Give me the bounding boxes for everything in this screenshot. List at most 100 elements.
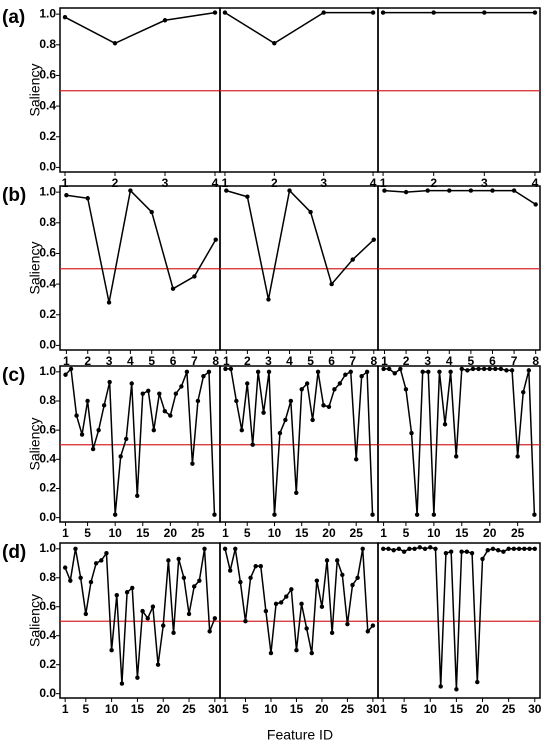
x-tick-label: 5 [403, 526, 410, 540]
saliency-point [504, 368, 509, 373]
saliency-point [319, 604, 325, 609]
saliency-point [428, 545, 433, 550]
panel-frame [377, 185, 541, 351]
x-tick-label: 20 [157, 702, 171, 716]
saliency-point [309, 650, 314, 656]
saliency-point [272, 41, 277, 46]
saliency-point [414, 512, 420, 517]
panel-frame [59, 7, 221, 173]
saliency-point [412, 546, 417, 551]
saliency-point [403, 189, 409, 195]
x-tick-label: 6 [489, 354, 496, 368]
y-tick-label: 0.2 [39, 307, 56, 321]
saliency-point [207, 629, 212, 634]
y-tick-label: 0.8 [39, 393, 56, 407]
saliency-point [337, 381, 343, 386]
x-tick-label: 6 [328, 354, 335, 368]
panel-frame [219, 185, 379, 351]
saliency-point [197, 578, 202, 583]
panel-frame [377, 542, 541, 699]
x-tick-label: 8 [212, 354, 219, 368]
saliency-point [234, 398, 239, 404]
saliency-point [88, 579, 94, 585]
x-tick-label: 1 [222, 702, 229, 716]
saliency-line [383, 546, 535, 690]
saliency-point [522, 546, 527, 551]
x-tick-label: 25 [502, 702, 516, 716]
x-tick-label: 1 [62, 176, 69, 190]
x-tick-label: 2 [84, 354, 91, 368]
x-tick-label: 30 [208, 702, 222, 716]
saliency-point [85, 196, 90, 201]
panel-frame [59, 542, 221, 699]
saliency-line [225, 368, 374, 515]
saliency-point [255, 369, 261, 375]
x-tick-label: 2 [430, 176, 437, 190]
saliency-point [128, 188, 133, 193]
saliency-point [527, 546, 532, 551]
saliency-point [360, 546, 365, 551]
x-tick-label: 5 [307, 354, 314, 368]
x-tick-label: 25 [511, 526, 525, 540]
saliency-point [381, 546, 386, 551]
x-tick-label: 20 [164, 526, 178, 540]
saliency-point [135, 675, 140, 680]
saliency-point [263, 608, 269, 614]
panel: 1 5 10 15 20 25 [377, 365, 541, 540]
saliency-point [222, 10, 228, 15]
x-tick-label: 10 [264, 702, 278, 716]
saliency-point [459, 549, 464, 554]
saliency-point [124, 436, 129, 442]
saliency-point [442, 422, 448, 427]
saliency-point [243, 619, 248, 624]
x-tick-label: 10 [105, 702, 119, 716]
saliency-point [380, 10, 386, 15]
x-tick-label: 10 [427, 526, 441, 540]
y-tick-label: 0.8 [39, 215, 56, 229]
saliency-point [213, 237, 218, 242]
x-tick-label: 3 [320, 176, 327, 190]
saliency-point [329, 630, 335, 636]
saliency-point [124, 590, 130, 595]
saliency-point [85, 398, 90, 404]
panel-frame [377, 365, 541, 523]
saliency-point [364, 369, 370, 375]
saliency-point [310, 417, 315, 423]
saliency-point [78, 575, 83, 580]
x-tick-label: 20 [476, 702, 490, 716]
saliency-point [222, 546, 228, 551]
saliency-point [335, 558, 340, 563]
saliency-point [129, 381, 134, 386]
saliency-point [212, 10, 218, 15]
saliency-point [431, 512, 437, 517]
saliency-point [62, 565, 68, 570]
x-tick-label: 25 [191, 526, 205, 540]
saliency-line [224, 548, 374, 654]
y-tick-label: 0.2 [39, 657, 56, 671]
x-tick-label: 1 [380, 176, 387, 190]
saliency-point [135, 493, 140, 498]
saliency-point [224, 188, 229, 193]
saliency-point [239, 427, 244, 433]
saliency-point [145, 616, 150, 621]
saliency-point [501, 549, 506, 554]
saliency-point [299, 601, 304, 607]
y-tick-label: 0.0 [39, 338, 56, 352]
saliency-point [511, 546, 517, 551]
y-tick-label: 0.0 [39, 160, 56, 174]
x-tick-label: 4 [370, 176, 377, 190]
saliency-point [447, 188, 452, 193]
saliency-point [272, 512, 277, 517]
x-axis-label: Feature ID [267, 727, 333, 743]
saliency-point [409, 430, 414, 436]
saliency-point [162, 408, 168, 414]
x-tick-label: 20 [322, 526, 336, 540]
saliency-point [329, 281, 334, 287]
x-tick-label: 5 [84, 526, 91, 540]
saliency-point [228, 366, 234, 372]
saliency-point [487, 366, 492, 372]
saliency-point [195, 398, 201, 404]
saliency-point [396, 546, 402, 551]
y-tick-label: 0.2 [39, 129, 56, 143]
